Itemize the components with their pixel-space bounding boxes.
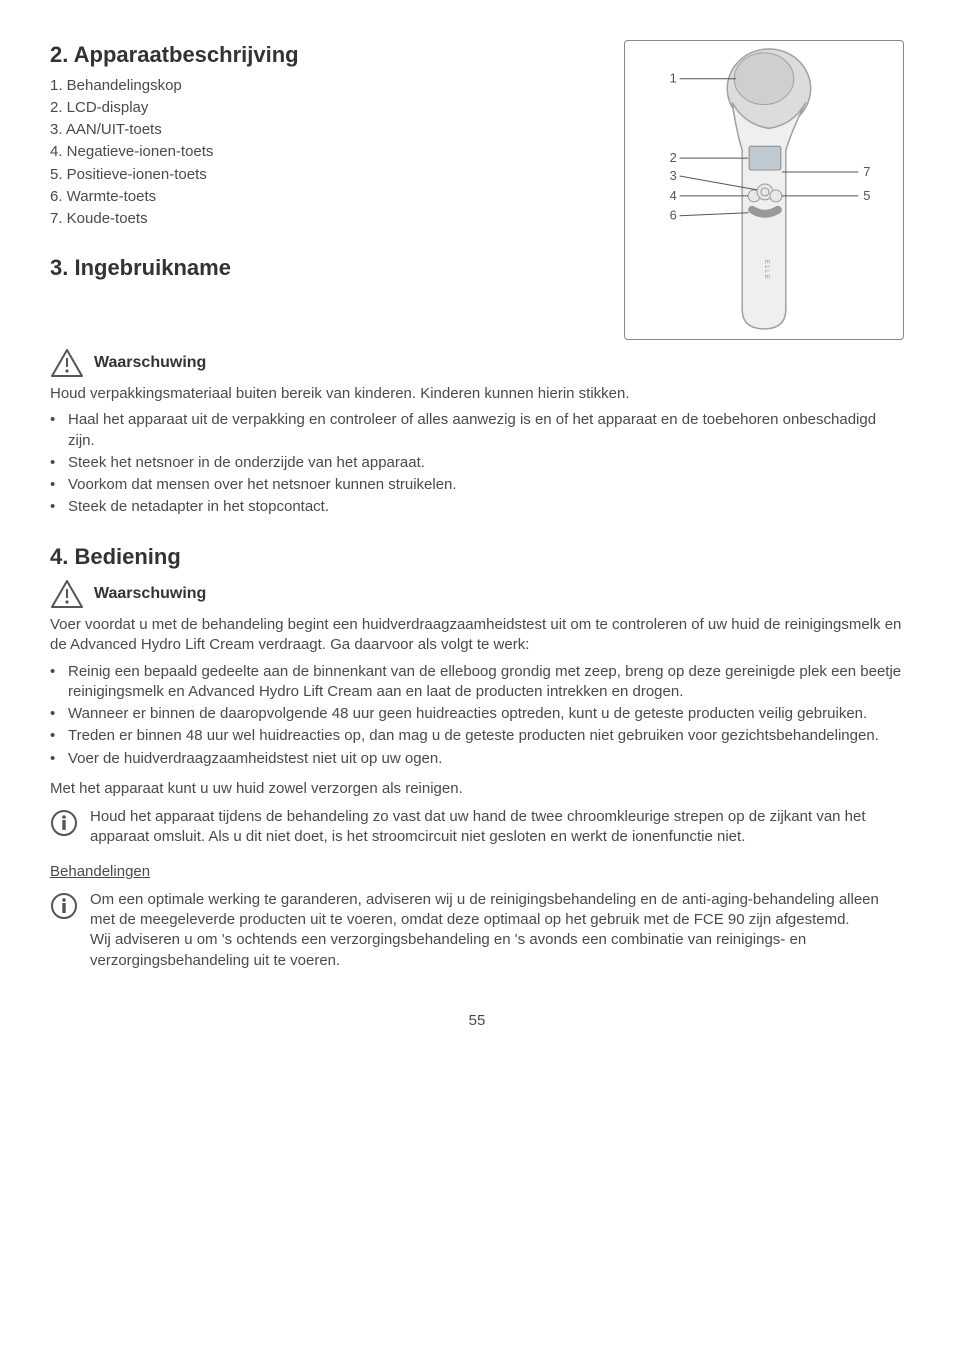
bullet-item: Steek het netsnoer in de onderzijde van … bbox=[64, 453, 904, 473]
warning-icon bbox=[50, 348, 84, 378]
info-icon bbox=[50, 809, 78, 837]
bullet-item: Treden er binnen 48 uur wel huidreacties… bbox=[64, 726, 904, 746]
callout-5: 5 bbox=[863, 188, 870, 203]
svg-text:E L L E: E L L E bbox=[763, 260, 769, 279]
bullet-item: Wanneer er binnen de daaropvolgende 48 u… bbox=[64, 704, 904, 724]
callout-3: 3 bbox=[670, 168, 677, 183]
device-diagram: E L L E 1 2 3 4 6 7 5 bbox=[624, 40, 904, 340]
part-item: 3. AAN/UIT-toets bbox=[50, 120, 604, 140]
section-4-para: Met het apparaat kunt u uw huid zowel ve… bbox=[50, 779, 904, 799]
bullet-item: Reinig een bepaald gedeelte aan de binne… bbox=[64, 662, 904, 703]
callout-1: 1 bbox=[670, 71, 677, 86]
part-item: 2. LCD-display bbox=[50, 98, 604, 118]
part-item: 1. Behandelingskop bbox=[50, 76, 604, 96]
page-number: 55 bbox=[50, 1011, 904, 1031]
callout-6: 6 bbox=[670, 208, 677, 223]
section-3-bullets: Haal het apparaat uit de verpakking en c… bbox=[50, 410, 904, 517]
bullet-item: Voer de huidverdraagzaamheidstest niet u… bbox=[64, 749, 904, 769]
warning-label: Waarschuwing bbox=[94, 352, 206, 374]
section-3-intro: Houd verpakkingsmateriaal buiten bereik … bbox=[50, 384, 904, 404]
section-2-title: 2. Apparaatbeschrijving bbox=[50, 40, 604, 70]
callout-4: 4 bbox=[670, 188, 677, 203]
section-4-bullets: Reinig een bepaald gedeelte aan de binne… bbox=[50, 662, 904, 769]
callout-7: 7 bbox=[863, 164, 870, 179]
device-parts-list: 1. Behandelingskop 2. LCD-display 3. AAN… bbox=[50, 76, 604, 230]
part-item: 5. Positieve-ionen-toets bbox=[50, 165, 604, 185]
part-item: 4. Negatieve-ionen-toets bbox=[50, 142, 604, 162]
behandelingen-heading: Behandelingen bbox=[50, 862, 904, 882]
info-icon bbox=[50, 892, 78, 920]
bullet-item: Voorkom dat mensen over het netsnoer kun… bbox=[64, 475, 904, 495]
section-3-title: 3. Ingebruikname bbox=[50, 253, 604, 283]
callout-2: 2 bbox=[670, 150, 677, 165]
section-4-intro: Voer voordat u met de behandeling begint… bbox=[50, 615, 904, 656]
part-item: 7. Koude-toets bbox=[50, 209, 604, 229]
info-text-2: Om een optimale werking te garanderen, a… bbox=[90, 890, 904, 971]
warning-label: Waarschuwing bbox=[94, 583, 206, 605]
bullet-item: Steek de netadapter in het stopcontact. bbox=[64, 497, 904, 517]
part-item: 6. Warmte-toets bbox=[50, 187, 604, 207]
section-4-title: 4. Bediening bbox=[50, 542, 904, 572]
info-text-1: Houd het apparaat tijdens de behandeling… bbox=[90, 807, 904, 848]
warning-icon bbox=[50, 579, 84, 609]
bullet-item: Haal het apparaat uit de verpakking en c… bbox=[64, 410, 904, 451]
